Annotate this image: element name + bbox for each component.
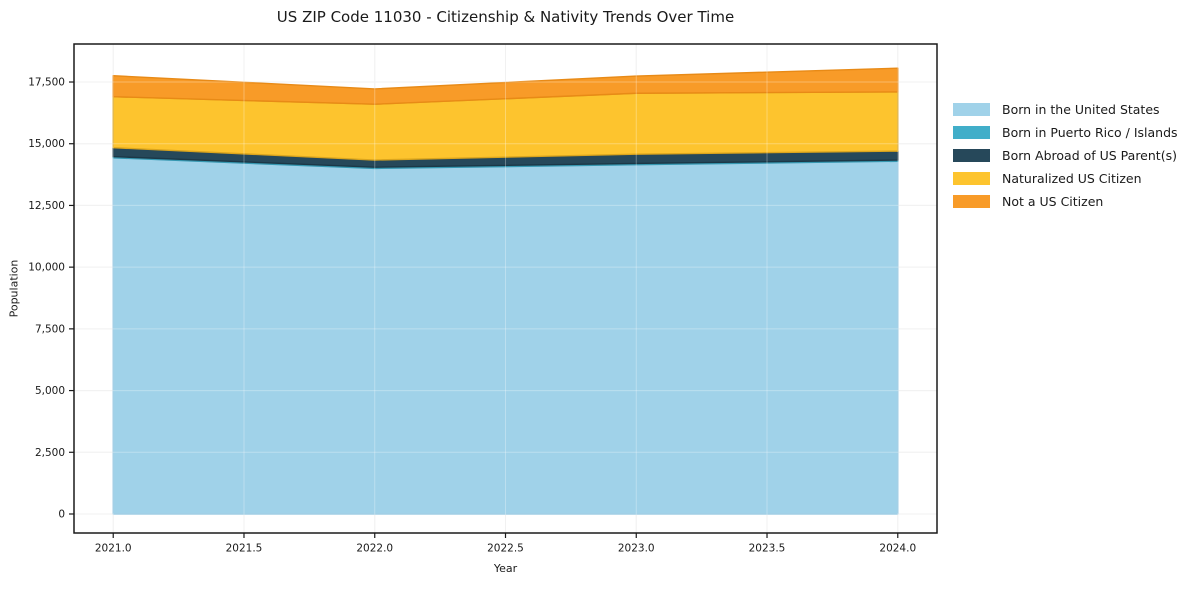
y-tick-label: 17,500	[28, 77, 65, 89]
x-tick-label: 2021.5	[226, 543, 263, 555]
x-tick-label: 2023.0	[618, 543, 655, 555]
legend-item: Not a US Citizen	[953, 195, 1178, 208]
legend-label: Born in the United States	[1002, 102, 1160, 117]
area-not-a-us-citizen	[112, 67, 899, 105]
legend-item: Born in the United States	[953, 103, 1178, 116]
legend-swatch-born-in-puerto-rico-islands	[953, 126, 990, 139]
legend-swatch-not-a-us-citizen	[953, 195, 990, 208]
y-tick-label: 15,000	[28, 138, 65, 150]
x-axis-label: Year	[493, 562, 518, 575]
legend: Born in the United States Born in Puerto…	[953, 103, 1178, 218]
y-tick-label: 10,000	[28, 262, 65, 274]
x-tick-label: 2022.0	[356, 543, 393, 555]
legend-item: Born in Puerto Rico / Islands	[953, 126, 1178, 139]
y-tick-label: 0	[58, 508, 65, 520]
legend-label: Born in Puerto Rico / Islands	[1002, 125, 1178, 140]
y-tick-label: 5,000	[35, 385, 65, 397]
x-tick-label: 2024.0	[879, 543, 916, 555]
legend-swatch-born-abroad-of-us-parents	[953, 149, 990, 162]
legend-label: Born Abroad of US Parent(s)	[1002, 148, 1177, 163]
legend-swatch-naturalized-us-citizen	[953, 172, 990, 185]
x-tick-label: 2021.0	[95, 543, 132, 555]
x-tick-label: 2023.5	[749, 543, 786, 555]
legend-label: Naturalized US Citizen	[1002, 171, 1142, 186]
chart-title: US ZIP Code 11030 - Citizenship & Nativi…	[276, 8, 735, 26]
legend-item: Born Abroad of US Parent(s)	[953, 149, 1178, 162]
y-tick-label: 7,500	[35, 323, 65, 335]
y-axis-label: Population	[7, 259, 21, 318]
y-tick-label: 2,500	[35, 447, 65, 459]
y-tick-label: 12,500	[28, 200, 65, 212]
x-tick-label: 2022.5	[487, 543, 524, 555]
legend-item: Naturalized US Citizen	[953, 172, 1178, 185]
legend-swatch-born-in-the-united-states	[953, 103, 990, 116]
legend-label: Not a US Citizen	[1002, 194, 1104, 209]
